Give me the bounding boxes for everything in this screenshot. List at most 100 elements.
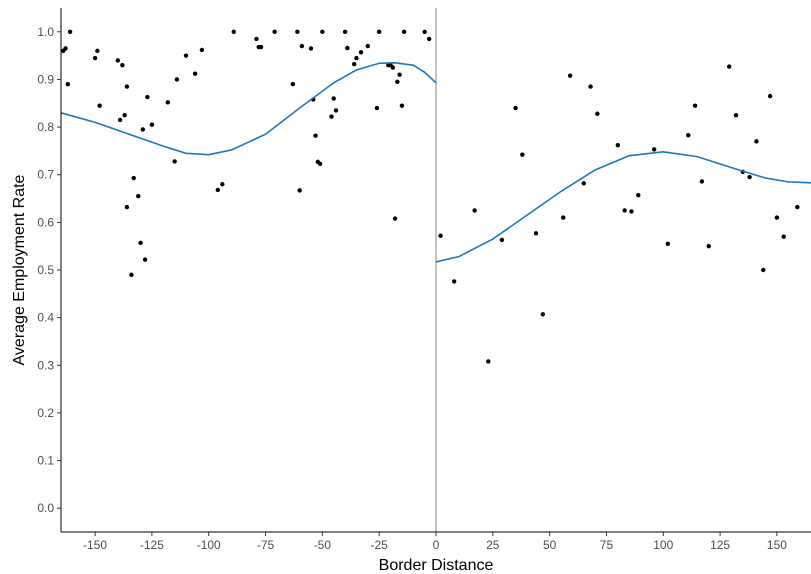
data-point (561, 215, 566, 220)
data-point (290, 82, 296, 87)
data-point (165, 100, 171, 105)
data-point (115, 58, 121, 63)
data-point (422, 29, 427, 35)
data-point (397, 72, 402, 77)
data-point (767, 93, 773, 99)
data-point (145, 94, 150, 100)
data-point (342, 29, 348, 35)
data-point (472, 208, 477, 213)
data-point (124, 84, 130, 89)
data-point (513, 105, 518, 111)
data-point (567, 73, 573, 78)
data-point (540, 312, 546, 317)
data-point (754, 139, 759, 144)
data-point (308, 46, 314, 51)
data-point (438, 233, 443, 238)
x-tick-label: -100 (197, 538, 221, 552)
data-point (351, 62, 357, 67)
y-tick-label: 0.5 (37, 263, 54, 277)
data-point (329, 114, 334, 119)
data-point (174, 77, 180, 82)
data-point (122, 112, 127, 118)
data-point (665, 241, 671, 246)
y-tick-label: 0.7 (37, 168, 54, 182)
data-point (774, 215, 780, 220)
data-point (376, 29, 382, 35)
y-tick-label: 0.6 (37, 215, 54, 229)
data-point (92, 55, 98, 61)
y-axis-title: Average Employment Rate (11, 174, 28, 365)
data-point (401, 29, 407, 35)
data-point (140, 127, 146, 132)
data-point (254, 36, 259, 42)
x-tick-label: -25 (371, 538, 389, 552)
x-tick-label: -125 (140, 538, 164, 552)
data-point (395, 79, 400, 85)
data-point (588, 84, 593, 89)
data-point (781, 234, 786, 239)
data-point (63, 46, 68, 51)
y-tick-label: 0.3 (37, 358, 54, 372)
data-point (120, 62, 125, 68)
x-tick-label: 50 (543, 538, 557, 552)
data-point (297, 188, 302, 193)
data-point (142, 257, 148, 262)
data-point (486, 359, 491, 364)
data-point (426, 36, 432, 42)
data-point (331, 96, 336, 101)
data-point (451, 279, 457, 284)
data-point (636, 193, 641, 198)
data-point (761, 267, 766, 273)
y-tick-label: 0.0 (37, 501, 54, 515)
data-point (333, 108, 339, 113)
data-point (131, 175, 136, 181)
data-point (399, 103, 405, 108)
x-tick-label: -150 (83, 538, 107, 552)
data-point (320, 29, 325, 35)
data-point (199, 47, 205, 53)
y-tick-label: 0.2 (37, 406, 54, 420)
data-point (581, 181, 586, 186)
data-point (533, 231, 539, 236)
x-tick-label: 0 (433, 538, 440, 552)
y-tick-label: 0.8 (37, 120, 54, 134)
data-point (136, 193, 141, 199)
data-point (733, 112, 739, 118)
data-point (97, 103, 102, 108)
data-point (220, 182, 225, 187)
data-point (390, 65, 396, 70)
data-point (272, 29, 277, 35)
data-point (615, 142, 621, 148)
data-point (692, 103, 698, 108)
data-point (124, 204, 130, 210)
x-tick-label: 75 (600, 538, 614, 552)
data-point (95, 48, 100, 54)
x-tick-label: 100 (653, 538, 673, 552)
plot-area (60, 8, 811, 532)
data-point (726, 64, 732, 69)
data-point (699, 179, 705, 184)
data-point (149, 122, 155, 127)
data-point (172, 159, 177, 164)
axes: -150 -125 -100 -75 -50 -25 0 25 50 75 100 125 150 0.0… (37, 8, 811, 552)
x-tick-label: 150 (767, 538, 787, 552)
data-point (231, 29, 236, 35)
data-point (747, 174, 752, 180)
data-point (354, 55, 359, 61)
data-point (629, 209, 634, 214)
data-point (595, 111, 600, 116)
fit-line-left (60, 61, 437, 156)
data-point (258, 44, 264, 50)
fit-line-right (435, 151, 811, 263)
data-point (622, 208, 627, 213)
data-point (706, 243, 711, 249)
data-point (374, 105, 380, 111)
data-point (295, 29, 300, 35)
data-point (499, 237, 505, 243)
data-point (313, 133, 318, 138)
x-tick-label: -50 (314, 538, 332, 552)
y-tick-label: 0.1 (37, 454, 54, 468)
data-point (215, 187, 221, 193)
data-point (686, 132, 691, 138)
